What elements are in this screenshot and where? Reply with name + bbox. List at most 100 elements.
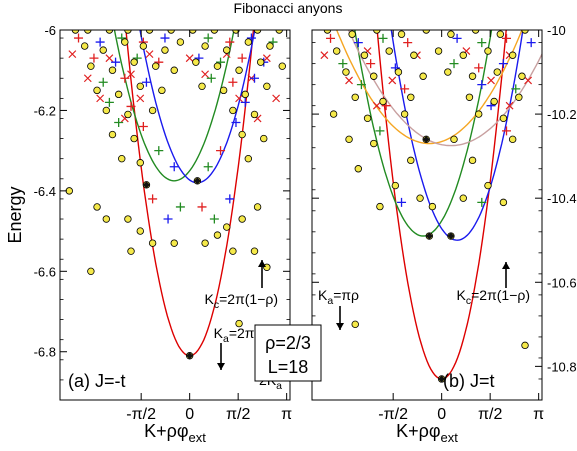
plus-point [378, 33, 388, 43]
plus-point [120, 73, 130, 83]
plus-point [526, 38, 536, 48]
circle-point [235, 319, 243, 328]
circle-point [93, 203, 101, 211]
circle-point [484, 47, 492, 55]
circle-point [161, 46, 169, 54]
annotation-arrowhead [258, 260, 266, 267]
plus-point [154, 146, 164, 156]
plus-point [169, 162, 179, 172]
circle-point [152, 62, 160, 70]
plus-point [225, 194, 235, 204]
circle-point [102, 215, 111, 223]
circle-point [93, 86, 101, 95]
plus-point [231, 118, 241, 127]
plus-point [203, 162, 213, 172]
circle-point [508, 51, 517, 59]
cross-point [272, 94, 281, 103]
circle-point [468, 156, 477, 165]
panel-b: -π/2 0 π/2 π -10 -10.2 -10.4 -10.6 -10.8 K+ρφext (… [311, 23, 577, 445]
plus-point [237, 53, 247, 63]
circle-point [391, 181, 400, 190]
circle-point [397, 30, 406, 38]
plus-point [95, 37, 105, 47]
x-tick-label: -π/2 [126, 406, 156, 423]
annotation-rest: =πρ [333, 287, 359, 303]
diamond-point [142, 181, 150, 189]
circle-point [515, 93, 523, 101]
circle-point [118, 154, 126, 163]
plus-point [338, 59, 348, 69]
plot-area [320, 30, 542, 383]
annotation-main: K [214, 325, 224, 341]
circle-point [419, 72, 427, 80]
center-box-length: L=18 [268, 357, 309, 377]
circle-point [428, 202, 437, 211]
x-tick-label: π [533, 406, 544, 423]
plus-point [74, 33, 84, 43]
circle-point [342, 68, 350, 76]
plus-point [477, 197, 487, 207]
circle-point [136, 159, 144, 167]
circle-point [244, 154, 253, 163]
x-axis-label-main: K+ρφ [396, 421, 440, 441]
center-box: ρ=2/3 L=18 [254, 324, 322, 382]
annotation-rest: =2π(1−ρ) [219, 291, 278, 307]
circle-point [266, 42, 274, 50]
diamond-point [438, 375, 446, 383]
circle-point [400, 110, 409, 118]
annotation-label: Ka=πρ [318, 287, 359, 307]
circle-point [490, 97, 498, 106]
plus-point [501, 33, 511, 43]
circle-point [345, 135, 353, 144]
circle-point [363, 114, 372, 122]
plus-point [452, 33, 462, 43]
circle-point [127, 247, 135, 255]
y-tick-label: -6 [44, 23, 56, 38]
cross-point [262, 54, 271, 63]
plus-point [511, 84, 521, 94]
circle-point [213, 231, 222, 239]
circle-point [158, 86, 166, 95]
circle-point [468, 72, 477, 80]
annotation-sub: a [276, 380, 282, 392]
circle-point [121, 38, 129, 46]
annotation-arrowhead [217, 363, 225, 370]
circle-point [238, 130, 246, 139]
band-curve-2 [390, 30, 524, 241]
annotation-main: K [205, 291, 215, 307]
circle-point [223, 46, 231, 54]
circle-point [241, 90, 249, 99]
circle-point [465, 93, 474, 101]
diamond-point [193, 177, 201, 185]
y-tick-label: -10.8 [547, 359, 577, 374]
circle-point [407, 93, 415, 101]
circle-point [170, 239, 178, 247]
circle-point [521, 341, 529, 350]
circle-point [176, 38, 185, 46]
circle-point [170, 66, 178, 74]
plus-point [138, 122, 148, 132]
plus-point [197, 202, 207, 212]
y-tick-label: -6.6 [34, 264, 56, 279]
plus-point [114, 118, 124, 127]
cross-point [105, 54, 114, 63]
circle-point [192, 58, 200, 66]
plus-point [240, 97, 250, 107]
panel-label: (b) J=t [443, 371, 495, 391]
circle-point [124, 110, 132, 119]
circle-point [360, 51, 369, 59]
diamond-point [447, 232, 455, 240]
circle-point [87, 267, 95, 276]
circle-point [229, 247, 237, 255]
y-tick-label: -10.2 [547, 107, 577, 122]
plus-point [400, 84, 410, 94]
circle-point [108, 66, 117, 74]
plus-point [148, 194, 158, 204]
circle-point [508, 135, 517, 144]
circle-point [354, 165, 363, 173]
cross-point [372, 101, 381, 110]
circle-point [139, 42, 148, 50]
circle-point [148, 239, 157, 247]
x-axis-label: K+ρφext [144, 421, 206, 445]
